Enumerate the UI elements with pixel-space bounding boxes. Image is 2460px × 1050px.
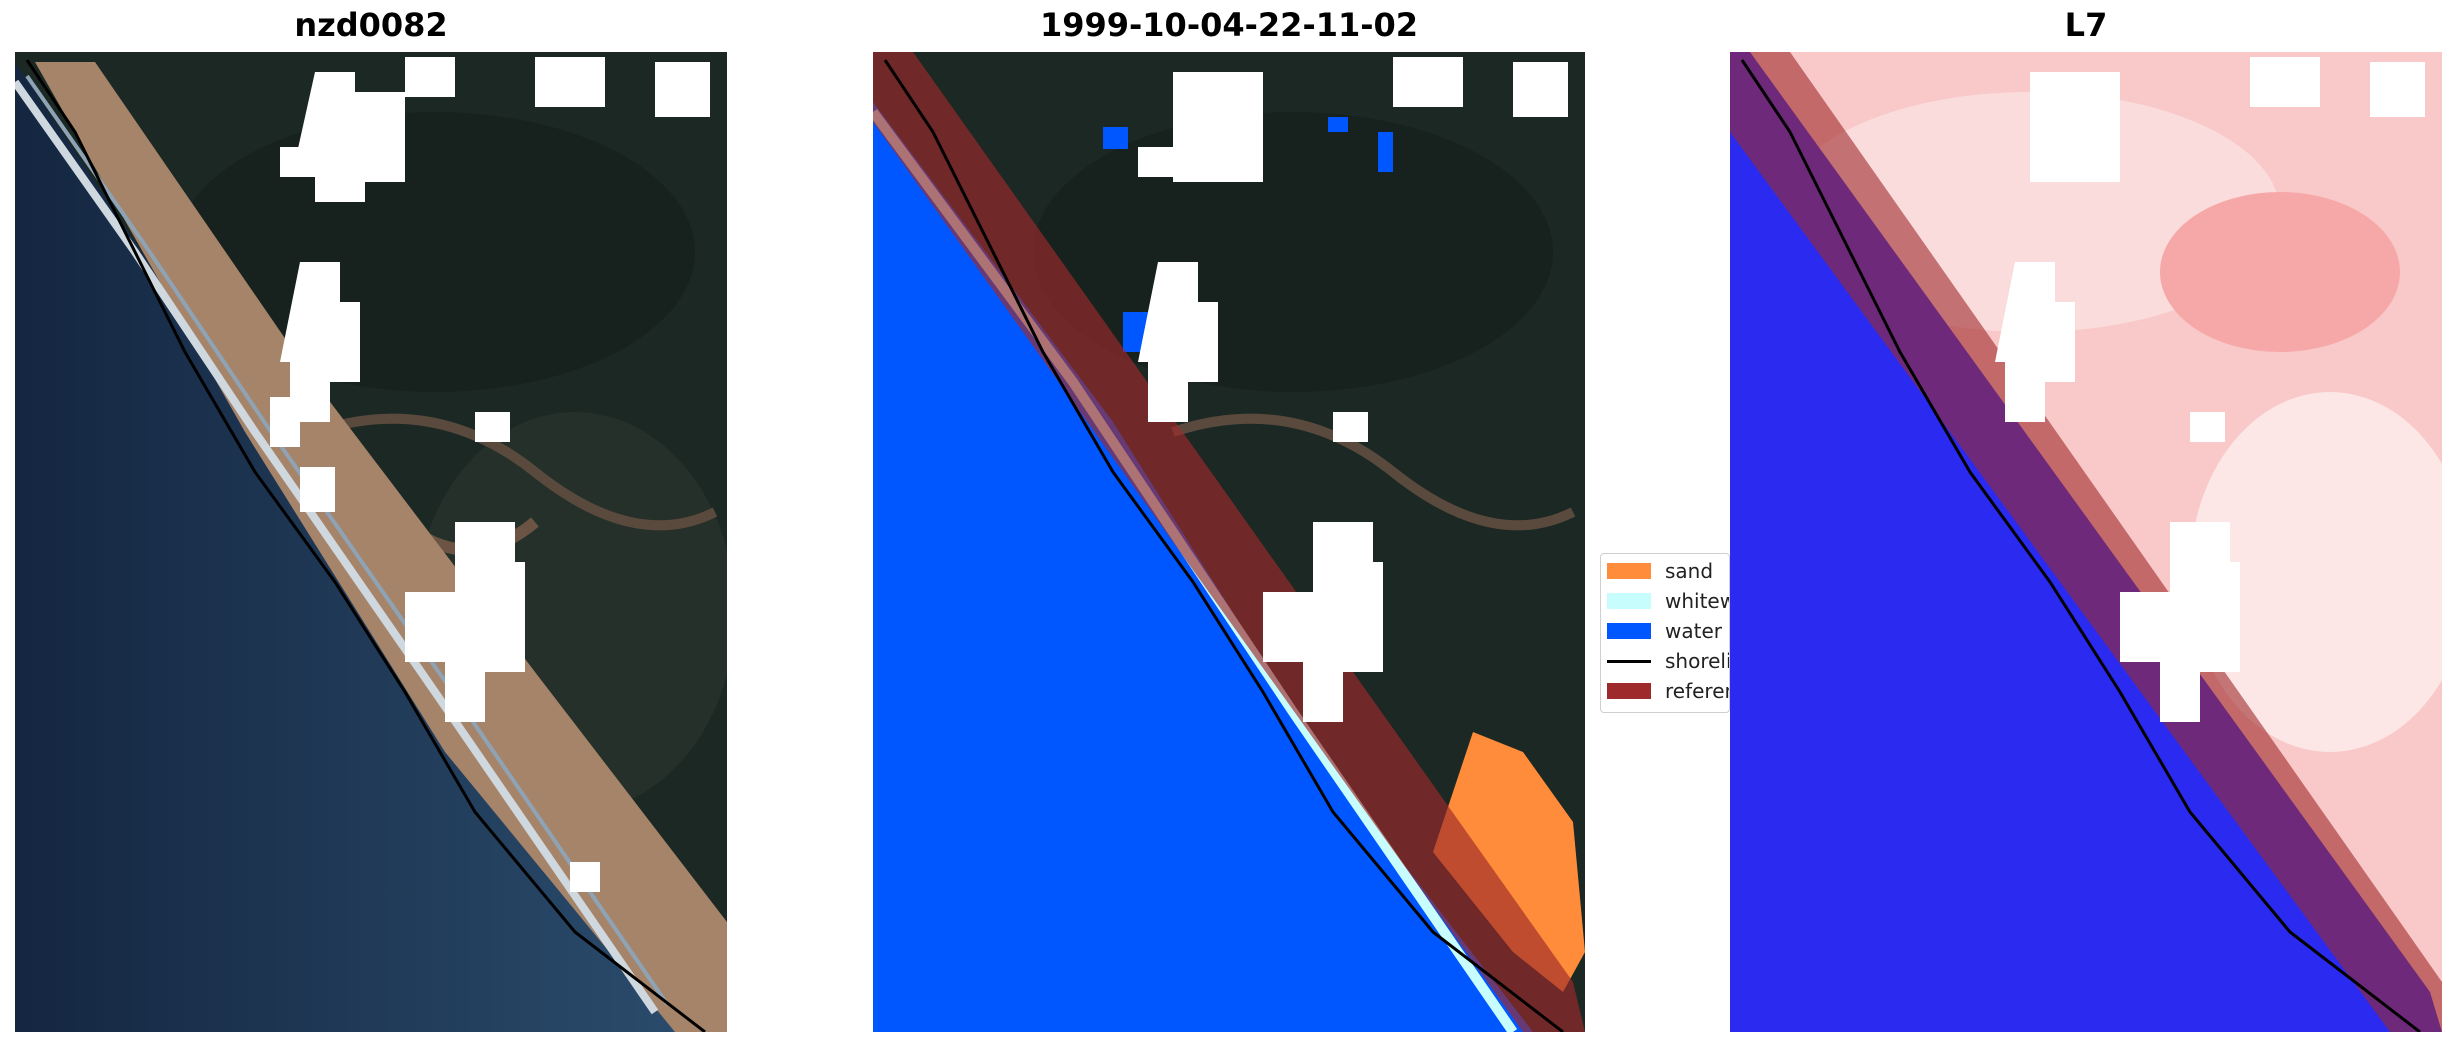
sand-class — [1433, 732, 1585, 992]
shoreline — [1740, 59, 2421, 1032]
legend-label-reference: reference — [1665, 679, 1729, 703]
land-trail — [313, 413, 718, 531]
index-image-panel — [1730, 52, 2442, 1032]
land-trail — [1171, 413, 1576, 531]
legend-item-sand: sand — [1607, 558, 1713, 584]
index-image — [1730, 52, 2442, 1032]
panel-title-index: L7 — [2064, 6, 2108, 44]
surf-inner — [25, 74, 669, 1006]
ocean — [15, 62, 695, 1032]
land-index-patch — [2190, 392, 2442, 752]
surf — [15, 79, 659, 1015]
rgb-image-panel — [15, 52, 727, 1032]
beach-sand — [35, 62, 727, 1032]
legend-item-reference: reference — [1607, 678, 1729, 704]
water-swatch — [1607, 623, 1651, 639]
cloud-mask — [1995, 57, 2425, 722]
classified-image — [873, 52, 1585, 1032]
legend-item-shoreline: shoreline — [1607, 648, 1729, 674]
cloud-mask — [270, 57, 710, 892]
shoreline-swatch — [1607, 659, 1651, 663]
water-specks — [1103, 117, 1393, 352]
panel-title-rgb: nzd0082 — [294, 6, 448, 44]
legend-item-water: water — [1607, 618, 1722, 644]
cloud-mask — [1138, 57, 1568, 722]
legend-label-sand: sand — [1665, 559, 1714, 583]
rgb-image — [15, 52, 727, 1032]
reference-buffer — [1730, 52, 2442, 1032]
legend-label-water: water — [1665, 619, 1722, 643]
classified-image-panel — [873, 52, 1585, 1032]
reference-buffer — [873, 52, 1585, 1032]
shoreline — [25, 59, 706, 1032]
legend-label-shoreline: shoreline — [1665, 649, 1729, 673]
land-index-patch — [2160, 192, 2400, 352]
shoreline — [883, 59, 1564, 1032]
whitewater-swatch — [1607, 593, 1651, 609]
sand-swatch — [1607, 563, 1651, 579]
reference-swatch — [1607, 683, 1651, 699]
panel-title-classified: 1999-10-04-22-11-02 — [1039, 6, 1419, 44]
